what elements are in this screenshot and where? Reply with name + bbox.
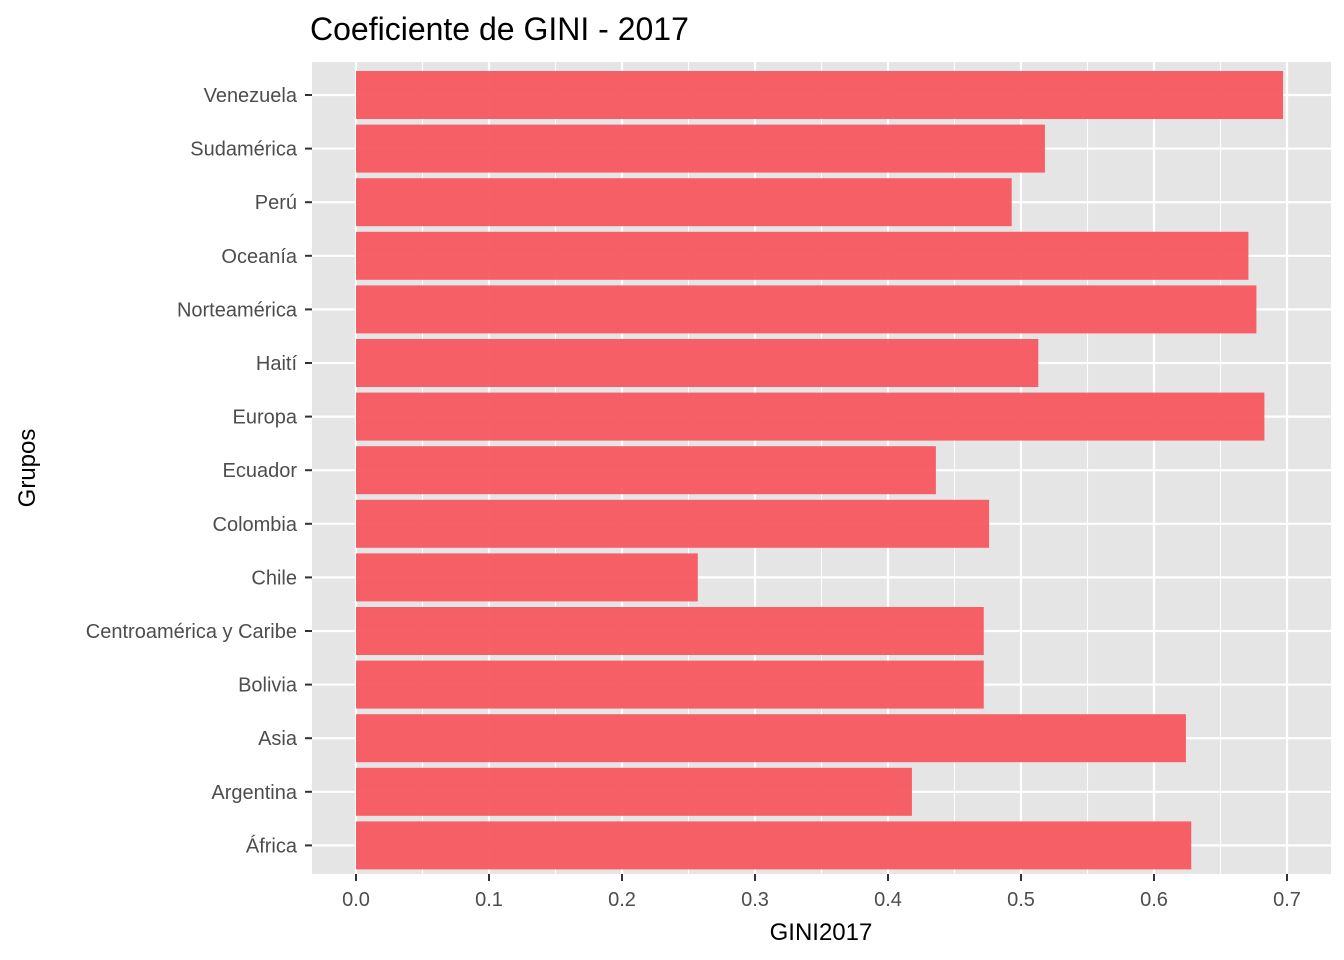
x-tick-label: 0.0 xyxy=(342,889,370,911)
y-tick-label: Haití xyxy=(256,353,298,375)
x-tick-label: 0.7 xyxy=(1273,889,1301,911)
bar xyxy=(356,231,1249,280)
bar xyxy=(356,392,1265,441)
bar xyxy=(356,339,1039,387)
y-tick-label: Centroamérica y Caribe xyxy=(86,621,297,643)
bar xyxy=(356,607,984,655)
x-tick-label: 0.3 xyxy=(741,889,769,911)
bar xyxy=(356,821,1192,870)
x-tick-label: 0.2 xyxy=(608,889,636,911)
y-axis-title: Grupos xyxy=(14,429,41,508)
bar xyxy=(356,124,1045,173)
bar xyxy=(356,446,936,495)
bar xyxy=(356,178,1012,227)
y-tick-label: Oceanía xyxy=(221,246,297,268)
y-tick-label: Norteamérica xyxy=(177,299,298,321)
bar xyxy=(356,660,984,709)
y-tick-label: Asia xyxy=(258,728,298,750)
chart-title: Coeficiente de GINI - 2017 xyxy=(310,11,689,47)
bar xyxy=(356,767,912,816)
bar xyxy=(356,71,1284,119)
y-tick-label: Colombia xyxy=(213,514,298,536)
y-tick-label: África xyxy=(246,834,298,857)
bar xyxy=(356,285,1257,334)
y-tick-label: Venezuela xyxy=(204,85,298,107)
y-tick-label: Ecuador xyxy=(223,460,298,482)
x-axis-title: GINI2017 xyxy=(770,919,873,946)
x-tick-label: 0.1 xyxy=(475,889,503,911)
y-tick-label: Perú xyxy=(255,192,297,214)
y-tick-label: Argentina xyxy=(211,782,297,804)
x-tick-label: 0.6 xyxy=(1140,889,1168,911)
bars xyxy=(356,71,1284,870)
y-tick-label: Chile xyxy=(251,567,297,589)
x-axis: 0.0 0.1 0.2 0.3 0.4 0.5 0.6 0.7 xyxy=(342,874,1301,911)
y-axis: Venezuela Sudamérica Perú Oceanía Norteaméri… xyxy=(86,85,312,857)
y-tick-label: Europa xyxy=(233,407,298,429)
y-tick-label: Bolivia xyxy=(238,675,298,697)
bar xyxy=(356,499,990,548)
bar xyxy=(356,553,698,602)
bar xyxy=(356,714,1186,763)
y-tick-label: Sudamérica xyxy=(190,139,298,161)
x-tick-label: 0.4 xyxy=(874,889,902,911)
x-tick-label: 0.5 xyxy=(1007,889,1035,911)
